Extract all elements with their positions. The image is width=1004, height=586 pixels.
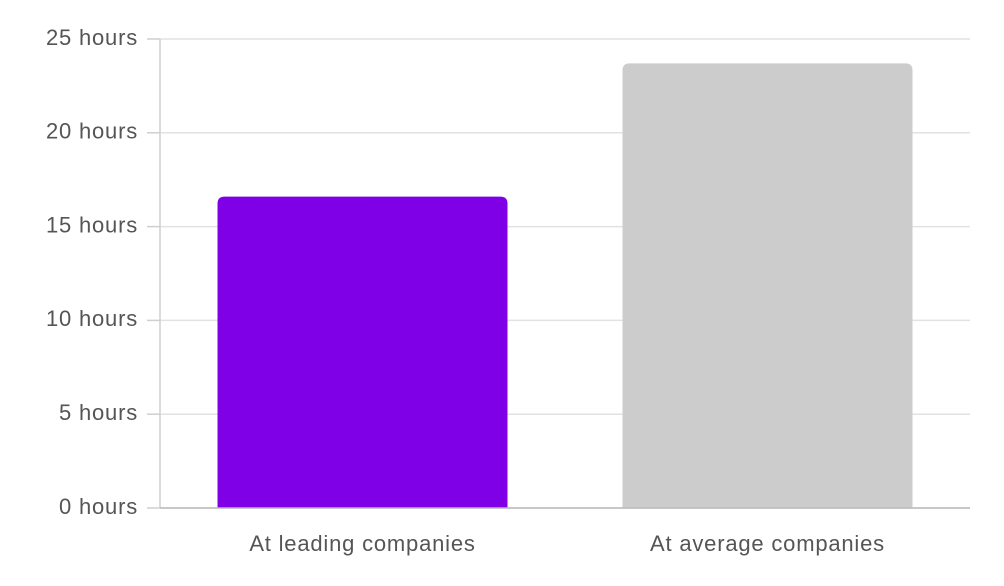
y-tick-label: 25 hours [46, 25, 138, 50]
x-tick-label: At leading companies [249, 531, 475, 556]
bar [622, 63, 913, 508]
y-tick-label: 20 hours [46, 119, 138, 144]
x-tick-label: At average companies [650, 531, 885, 556]
y-tick-label: 15 hours [46, 212, 138, 237]
y-tick-label: 10 hours [46, 306, 138, 331]
y-tick-label: 5 hours [59, 400, 138, 425]
y-tick-label: 0 hours [59, 494, 138, 519]
bar [217, 196, 508, 509]
